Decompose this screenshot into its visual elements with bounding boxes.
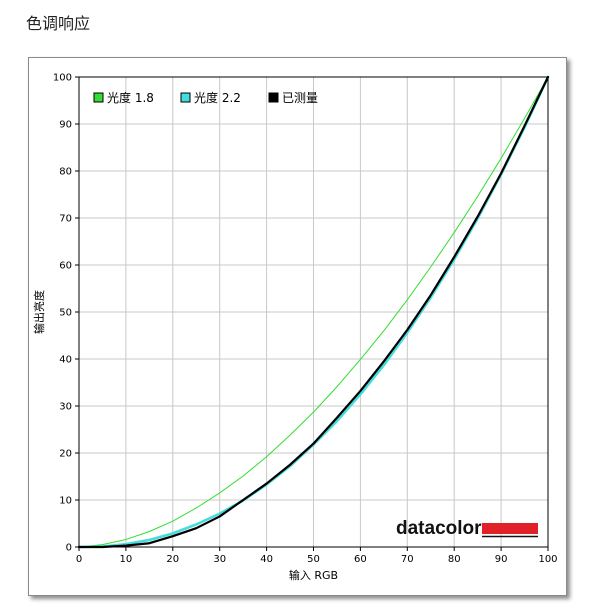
y-axis-label: 输出亮度: [32, 290, 46, 334]
x-tick-label: 60: [354, 554, 367, 565]
y-tick-label: 10: [59, 496, 72, 507]
series-layer: [77, 75, 550, 549]
legend: 光度 1.8 光度 2.2 已测量: [93, 90, 318, 105]
legend-swatch: [268, 92, 279, 103]
x-axis-label: 输入 RGB: [289, 568, 338, 582]
y-tick-label: 20: [59, 449, 72, 460]
y-tick-label: 80: [59, 167, 72, 178]
logo-text: datacolor: [396, 518, 482, 539]
series-line-3: [77, 75, 550, 549]
page-title: 色调响应: [26, 14, 91, 33]
chart-frame: 0 10 20 30 40 50 60 70 80 90 100 0 10 20 30 40 50 60 70 80 9…: [28, 57, 567, 596]
legend-label: 光度 1.8: [107, 90, 154, 105]
logo-bar: [482, 523, 538, 534]
y-tick-label: 70: [59, 214, 72, 225]
datacolor-logo: datacolor: [396, 518, 538, 539]
y-tick-label: 0: [66, 543, 72, 554]
legend-label: 光度 2.2: [194, 90, 241, 105]
x-tick-label: 10: [120, 554, 133, 565]
x-tick-label: 0: [76, 554, 82, 565]
y-tick-label: 50: [59, 308, 72, 319]
x-tick-label: 20: [166, 554, 179, 565]
legend-item-2: 光度 2.2: [180, 90, 241, 105]
legend-item-1: 光度 1.8: [93, 90, 154, 105]
legend-label: 已测量: [282, 91, 318, 105]
y-tick-label: 40: [59, 355, 72, 366]
y-tick-label: 60: [59, 261, 72, 272]
x-tick-label: 40: [260, 554, 273, 565]
x-tick-label: 70: [401, 554, 414, 565]
x-tick-label: 100: [538, 554, 557, 565]
y-tick-label: 90: [59, 120, 72, 131]
legend-swatch: [93, 92, 104, 103]
series-line-1: [78, 76, 549, 548]
x-tick-label: 30: [213, 554, 226, 565]
legend-swatch: [180, 92, 191, 103]
legend-item-3: 已测量: [268, 91, 318, 105]
x-tick-label: 80: [448, 554, 461, 565]
y-tick-label: 100: [53, 73, 72, 84]
tone-response-chart: 0 10 20 30 40 50 60 70 80 90 100 0 10 20 30 40 50 60 70 80 9…: [32, 73, 558, 583]
x-tick-label: 50: [307, 554, 320, 565]
axis-layer: 0 10 20 30 40 50 60 70 80 90 100 0 10 20 30 40 50 60 70 80 9…: [53, 73, 558, 566]
x-tick-label: 90: [495, 554, 508, 565]
y-tick-label: 30: [59, 402, 72, 413]
grid-layer: [79, 77, 548, 547]
